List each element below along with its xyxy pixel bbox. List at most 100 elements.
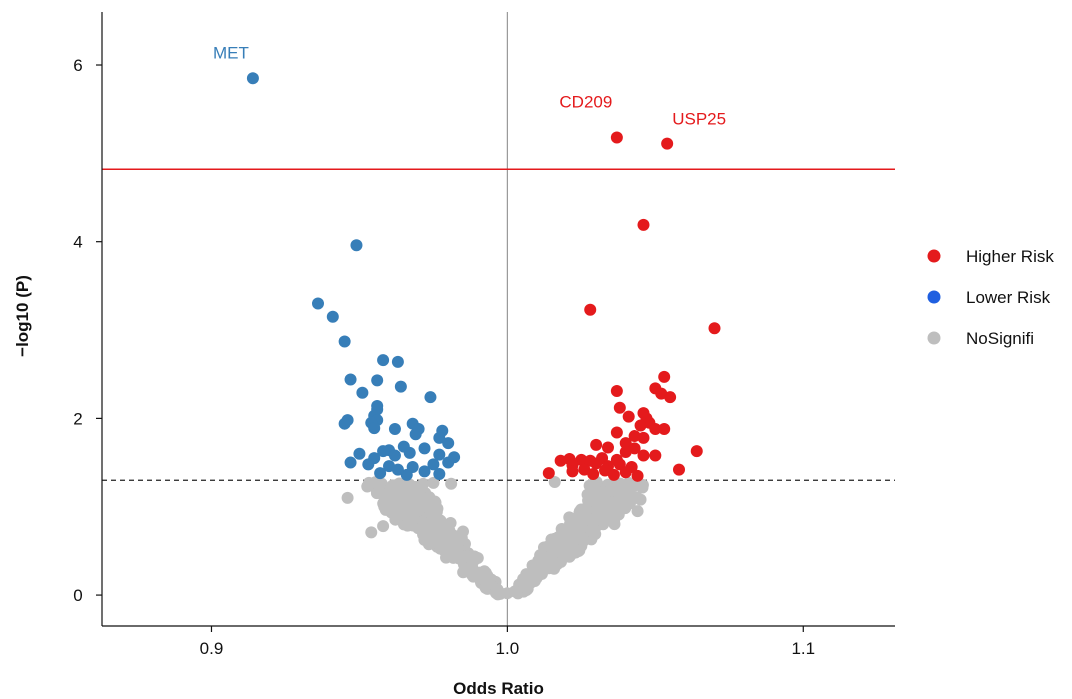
nosig-point: [489, 585, 502, 598]
higher-point: [587, 468, 600, 481]
nosig-point: [508, 585, 521, 598]
higher-point: [649, 449, 662, 462]
nosig-point: [610, 481, 623, 494]
lower-point: [338, 335, 351, 348]
nosig-point: [417, 477, 430, 490]
nosig-point: [453, 548, 466, 561]
higher-point: [622, 410, 635, 423]
higher-point: [610, 426, 623, 439]
nosig-point: [365, 526, 378, 539]
nosig-point: [439, 538, 452, 551]
lower-point: [409, 428, 422, 441]
nosig-point: [579, 509, 592, 522]
lower-point: [326, 310, 339, 323]
lower-point: [400, 468, 413, 481]
y-tick-label: 4: [73, 233, 82, 252]
lower-point: [374, 467, 387, 480]
nosig-point: [341, 491, 354, 504]
higher-point: [601, 441, 614, 454]
y-tick-label: 2: [73, 409, 82, 428]
annotation-label: MET: [213, 43, 249, 62]
lower-point: [344, 456, 357, 469]
lower-point: [433, 448, 446, 461]
higher-point: [658, 370, 671, 383]
x-tick-label: 1.1: [791, 639, 815, 658]
higher-point: [672, 463, 685, 476]
nosig-point: [519, 579, 532, 592]
lower-point: [350, 239, 363, 252]
higher-point: [628, 430, 641, 443]
y-tick-label: 0: [73, 586, 82, 605]
lower-point: [442, 437, 455, 450]
nosig-point: [555, 523, 568, 536]
nosignificant-points: [341, 475, 649, 601]
nosig-point: [608, 506, 621, 519]
nosig-point: [631, 505, 644, 518]
lower-point: [353, 447, 366, 460]
nosig-point: [428, 528, 441, 541]
nosig-point: [400, 508, 413, 521]
legend: Higher Risk Lower Risk NoSignifi: [927, 247, 1054, 348]
higher-risk-points: [542, 131, 721, 482]
nosig-point: [392, 487, 405, 500]
higher-point: [566, 465, 579, 478]
higher-point: [708, 322, 721, 335]
annotation-label: CD209: [559, 92, 612, 111]
lower-point: [388, 422, 401, 435]
lower-point: [418, 442, 431, 455]
higher-point: [610, 385, 623, 398]
lower-point: [246, 72, 259, 85]
higher-point: [637, 449, 650, 462]
legend-lower-swatch: [927, 290, 941, 304]
nosig-point: [565, 529, 578, 542]
annotation-label: USP25: [672, 110, 726, 129]
lower-point: [433, 431, 446, 444]
nosig-point: [550, 539, 563, 552]
lower-risk-points: [246, 72, 461, 481]
lower-point: [368, 422, 381, 435]
lower-point: [391, 463, 404, 476]
lower-point: [433, 468, 446, 481]
higher-point: [664, 391, 677, 404]
nosig-point: [425, 514, 438, 527]
higher-point: [631, 469, 644, 482]
nosig-point: [598, 510, 611, 523]
lower-point: [362, 458, 375, 471]
lower-point: [344, 373, 357, 386]
higher-point: [542, 467, 555, 480]
lower-point: [442, 456, 455, 469]
legend-lower-label: Lower Risk: [966, 288, 1051, 307]
higher-point: [658, 422, 671, 435]
nosig-point: [447, 538, 460, 551]
higher-point: [554, 454, 567, 467]
lower-point: [391, 355, 404, 368]
nosig-point: [377, 520, 390, 533]
lower-point: [418, 465, 431, 478]
x-axis-ticks: 0.9 1.0 1.1: [200, 626, 815, 658]
nosig-point: [548, 475, 561, 488]
nosig-point: [418, 524, 431, 537]
lower-point: [338, 417, 351, 430]
lower-point: [403, 446, 416, 459]
higher-point: [584, 303, 597, 316]
legend-higher-label: Higher Risk: [966, 247, 1054, 266]
lower-point: [377, 354, 390, 367]
nosig-point: [535, 561, 548, 574]
higher-point: [575, 453, 588, 466]
nosig-point: [372, 479, 385, 492]
higher-point: [690, 445, 703, 458]
higher-point: [607, 468, 620, 481]
higher-point: [590, 438, 603, 451]
nosig-point: [572, 521, 585, 534]
y-axis-ticks: 0 2 4 6: [73, 56, 102, 605]
higher-point: [619, 466, 632, 479]
nosig-point: [378, 500, 391, 513]
nosig-point: [477, 572, 490, 585]
x-axis-title: Odds Ratio: [453, 679, 544, 698]
lower-point: [424, 391, 437, 404]
higher-point: [649, 422, 662, 435]
y-tick-label: 6: [73, 56, 82, 75]
nosig-point: [361, 480, 374, 493]
nosig-point: [399, 499, 412, 512]
legend-higher-swatch: [927, 249, 941, 263]
